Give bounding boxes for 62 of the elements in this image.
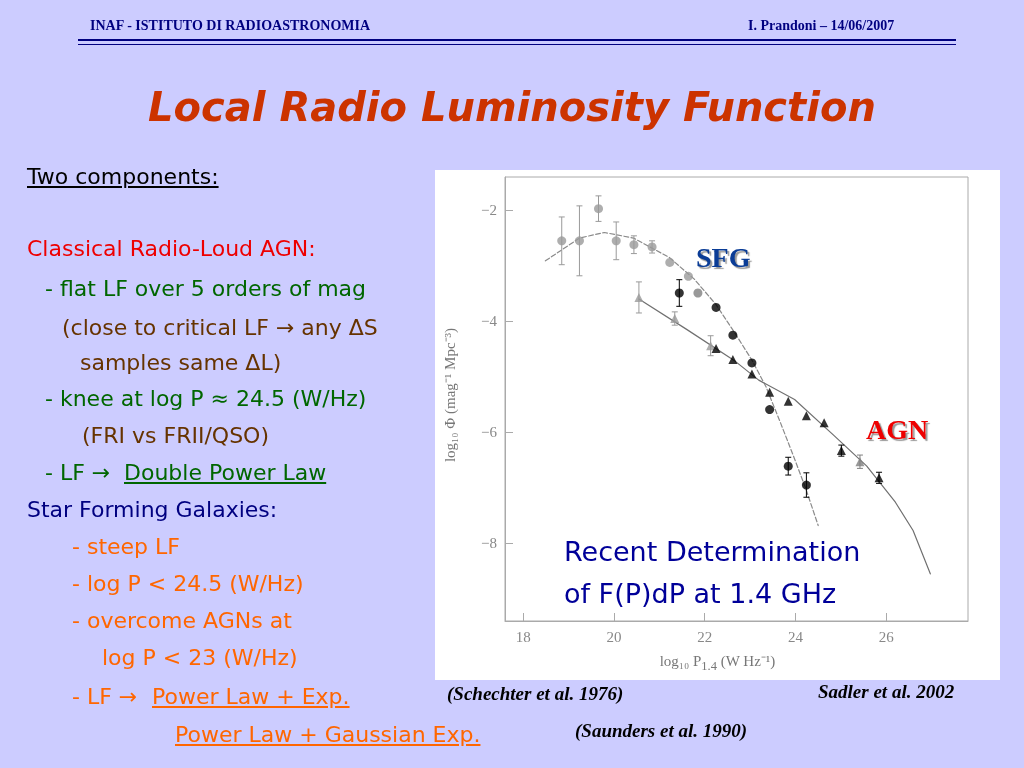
text: Classical Radio-Loud AGN: bbox=[27, 236, 316, 262]
point bbox=[801, 411, 811, 421]
point bbox=[728, 355, 738, 365]
point bbox=[629, 240, 639, 250]
text: - steep LF bbox=[72, 534, 180, 560]
point bbox=[728, 330, 738, 340]
point bbox=[634, 292, 644, 302]
point bbox=[783, 461, 793, 471]
y-tick-label: −2 bbox=[481, 202, 497, 219]
point bbox=[765, 405, 775, 415]
annotation: SFG bbox=[696, 242, 751, 275]
point bbox=[594, 204, 604, 214]
point bbox=[711, 343, 721, 353]
x-tick-label: 18 bbox=[515, 628, 531, 645]
text: - flat LF over 5 orders of mag bbox=[45, 276, 367, 302]
text: INAF - ISTITUTO DI RADIOASTRONOMIA bbox=[90, 18, 371, 35]
x-tick-label: 26 bbox=[878, 628, 895, 645]
annotation: Recent Determination bbox=[564, 536, 861, 568]
point bbox=[557, 236, 567, 246]
text: (Schechter et al. 1976) bbox=[447, 683, 624, 705]
point bbox=[711, 302, 721, 312]
chart-title: Local Radio Luminosity Function bbox=[147, 84, 877, 130]
point bbox=[683, 271, 693, 281]
text: Two components: bbox=[27, 164, 219, 190]
point bbox=[706, 341, 716, 351]
line-series bbox=[544, 231, 819, 527]
x-tick-label: 22 bbox=[697, 628, 713, 645]
point bbox=[801, 480, 811, 490]
x-axis-title: log₁₀ P$_{1.4}$ (W Hz⁻¹) bbox=[658, 652, 777, 674]
text: samples same ΔL) bbox=[80, 350, 282, 376]
text: (Saunders et al. 1990) bbox=[575, 720, 748, 742]
annotation: of F(P)dP at 1.4 GHz bbox=[564, 578, 837, 610]
x-tick-label: 24 bbox=[788, 628, 804, 645]
y-tick-label: −6 bbox=[481, 424, 498, 441]
point bbox=[783, 396, 793, 406]
text: (FRI vs FRII/QSO) bbox=[82, 423, 269, 449]
text: Double Power Law bbox=[124, 460, 327, 486]
text: Power Law + Exp. bbox=[152, 684, 350, 710]
text: Power Law + Gaussian Exp. bbox=[175, 722, 481, 748]
annotation: AGN bbox=[866, 414, 929, 447]
text: - LF → bbox=[72, 684, 138, 710]
point bbox=[674, 288, 684, 298]
point bbox=[574, 236, 584, 246]
text: - knee at log P ≈ 24.5 (W/Hz) bbox=[45, 386, 367, 412]
y-tick-label: −8 bbox=[481, 535, 497, 552]
point bbox=[693, 288, 703, 298]
point bbox=[765, 387, 775, 397]
text: Star Forming Galaxies: bbox=[27, 497, 278, 523]
y-tick-label: −4 bbox=[481, 313, 498, 330]
y-axis-title: log₁₀ Φ (mag⁻¹ Mpc⁻³) bbox=[441, 327, 459, 463]
text: (close to critical LF → any ΔS bbox=[62, 315, 378, 341]
point bbox=[747, 358, 757, 368]
point bbox=[747, 369, 757, 379]
x-tick-label: 20 bbox=[606, 628, 622, 645]
text: log P < 23 (W/Hz) bbox=[102, 645, 298, 671]
point bbox=[665, 257, 675, 267]
text: I. Prandoni – 14/06/2007 bbox=[748, 18, 895, 35]
point bbox=[611, 236, 621, 246]
text: - log P < 24.5 (W/Hz) bbox=[72, 571, 304, 597]
text: - LF → bbox=[45, 460, 111, 486]
text: - overcome AGNs at bbox=[72, 608, 292, 634]
text: Sadler et al. 2002 bbox=[818, 681, 955, 703]
